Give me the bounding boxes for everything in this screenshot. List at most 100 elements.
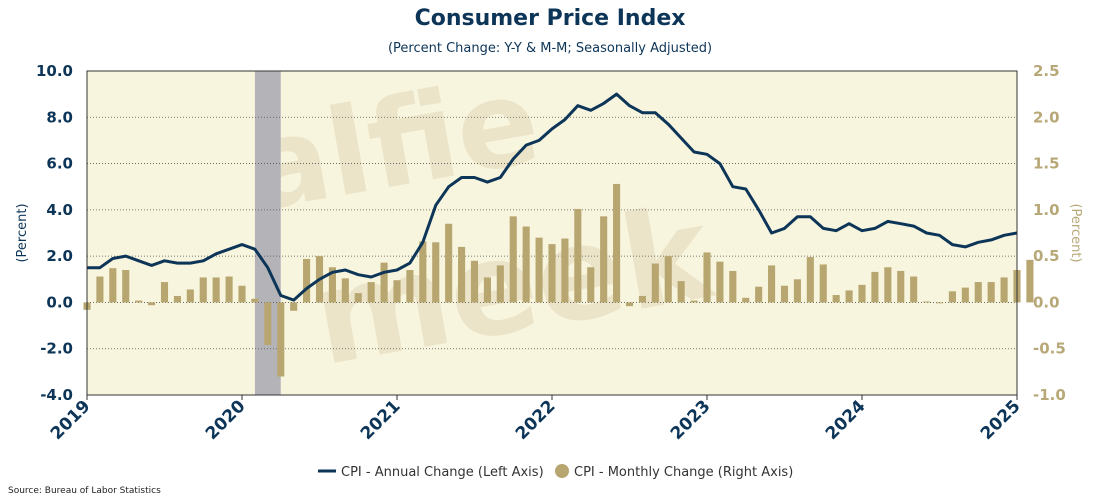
monthly-change-bar [1026, 259, 1034, 303]
monthly-change-bar [961, 287, 969, 303]
monthly-change-bar [277, 302, 285, 377]
monthly-change-bar [135, 300, 143, 303]
legend-bar-label: CPI - Monthly Change (Right Axis) [574, 465, 793, 480]
monthly-change-bar [1000, 277, 1008, 303]
monthly-change-bar [509, 216, 517, 303]
monthly-change-bar [755, 286, 763, 303]
x-tick-label: 2021 [357, 396, 405, 444]
monthly-change-bar [186, 289, 194, 303]
x-tick-label: 2024 [822, 396, 870, 444]
monthly-change-bar [574, 208, 582, 303]
monthly-change-bar [910, 276, 918, 303]
monthly-change-bar [548, 244, 556, 303]
monthly-change-bar [625, 302, 634, 307]
right-tick-label: 1.0 [1033, 201, 1060, 219]
right-tick-label: 2.5 [1033, 62, 1060, 80]
monthly-change-bar [328, 267, 336, 303]
monthly-change-bar [948, 291, 956, 303]
x-tick-label: 2025 [977, 396, 1025, 444]
right-tick-label: -1.0 [1033, 386, 1066, 404]
monthly-change-bar [290, 302, 298, 311]
monthly-change-bar [897, 270, 905, 303]
chart-title: Consumer Price Index [414, 6, 686, 31]
monthly-change-bar [935, 302, 944, 304]
left-tick-label: 8.0 [46, 108, 73, 126]
x-tick-label: 2022 [512, 396, 560, 444]
monthly-change-bar [806, 257, 814, 303]
right-tick-label: 2.0 [1033, 108, 1060, 126]
monthly-change-bar [354, 293, 362, 303]
monthly-change-bar [238, 285, 246, 303]
right-tick-label: 1.5 [1033, 155, 1060, 173]
monthly-change-bar [432, 242, 440, 303]
monthly-change-bar [587, 267, 595, 303]
monthly-change-bar [561, 238, 569, 303]
monthly-change-bar [780, 285, 789, 303]
monthly-change-bar [871, 271, 879, 303]
monthly-change-bar [96, 276, 104, 303]
plot-area [87, 71, 1017, 395]
monthly-change-bar [380, 262, 388, 303]
left-tick-label: 4.0 [46, 201, 73, 219]
monthly-change-bar [445, 223, 453, 303]
monthly-change-bar [651, 263, 659, 303]
right-axis-label: (Percent) [1068, 203, 1083, 262]
left-tick-label: 2.0 [46, 247, 73, 265]
monthly-change-bar [393, 280, 401, 303]
monthly-change-bar [974, 282, 982, 303]
monthly-change-bar [225, 276, 233, 303]
left-tick-label: 6.0 [46, 155, 73, 173]
legend-line-label: CPI - Annual Change (Left Axis) [341, 465, 544, 480]
monthly-change-bar [199, 277, 207, 303]
monthly-change-bar [600, 216, 608, 303]
monthly-change-bar [845, 290, 853, 303]
monthly-change-bar [458, 246, 466, 303]
monthly-change-bar [483, 277, 491, 303]
recession-band [254, 71, 281, 395]
monthly-change-bar [109, 268, 117, 303]
monthly-change-bar [690, 300, 698, 303]
monthly-change-bar [367, 282, 375, 303]
monthly-change-bar [303, 258, 311, 303]
annual-change-line [87, 92, 1018, 302]
left-tick-label: 0.0 [46, 293, 73, 311]
source-note: Source: Bureau of Labor Statistics [8, 486, 161, 496]
monthly-change-bar [664, 256, 672, 303]
right-tick-label: 0.5 [1033, 247, 1060, 265]
monthly-change-bar [251, 298, 259, 303]
monthly-change-bar [522, 226, 530, 303]
monthly-change-bar [858, 284, 866, 303]
monthly-change-bar [793, 279, 801, 303]
monthly-change-bar [496, 265, 504, 303]
right-tick-label: -0.5 [1033, 340, 1066, 358]
legend-bar-swatch [555, 464, 569, 478]
monthly-change-bar [212, 277, 220, 303]
monthly-change-bar [470, 260, 479, 303]
monthly-change-bar [729, 270, 737, 303]
monthly-change-bar [264, 302, 272, 346]
monthly-change-bar [341, 278, 349, 303]
left-tick-label: 10.0 [36, 62, 73, 80]
monthly-change-bar [819, 264, 827, 303]
monthly-change-bar [742, 297, 750, 303]
monthly-change-bar [173, 295, 181, 303]
monthly-change-bar [148, 302, 156, 306]
monthly-change-bar [638, 295, 646, 303]
monthly-change-bar [535, 237, 543, 303]
monthly-change-bar [677, 281, 685, 303]
monthly-change-bar [987, 282, 995, 303]
monthly-change-bar [768, 265, 776, 303]
chart-subtitle: (Percent Change: Y-Y & M-M; Seasonally A… [387, 41, 713, 56]
monthly-change-bar [884, 267, 892, 303]
monthly-change-bar [613, 183, 621, 303]
monthly-change-bar [923, 301, 931, 303]
left-axis-label: (Percent) [15, 203, 30, 262]
monthly-change-bar [122, 270, 130, 303]
right-tick-label: 0.0 [1033, 293, 1060, 311]
x-tick-label: 2023 [667, 396, 715, 444]
monthly-change-bar [406, 270, 414, 303]
monthly-change-bar [716, 261, 724, 303]
left-tick-label: -4.0 [40, 386, 73, 404]
monthly-change-bar [160, 282, 169, 303]
